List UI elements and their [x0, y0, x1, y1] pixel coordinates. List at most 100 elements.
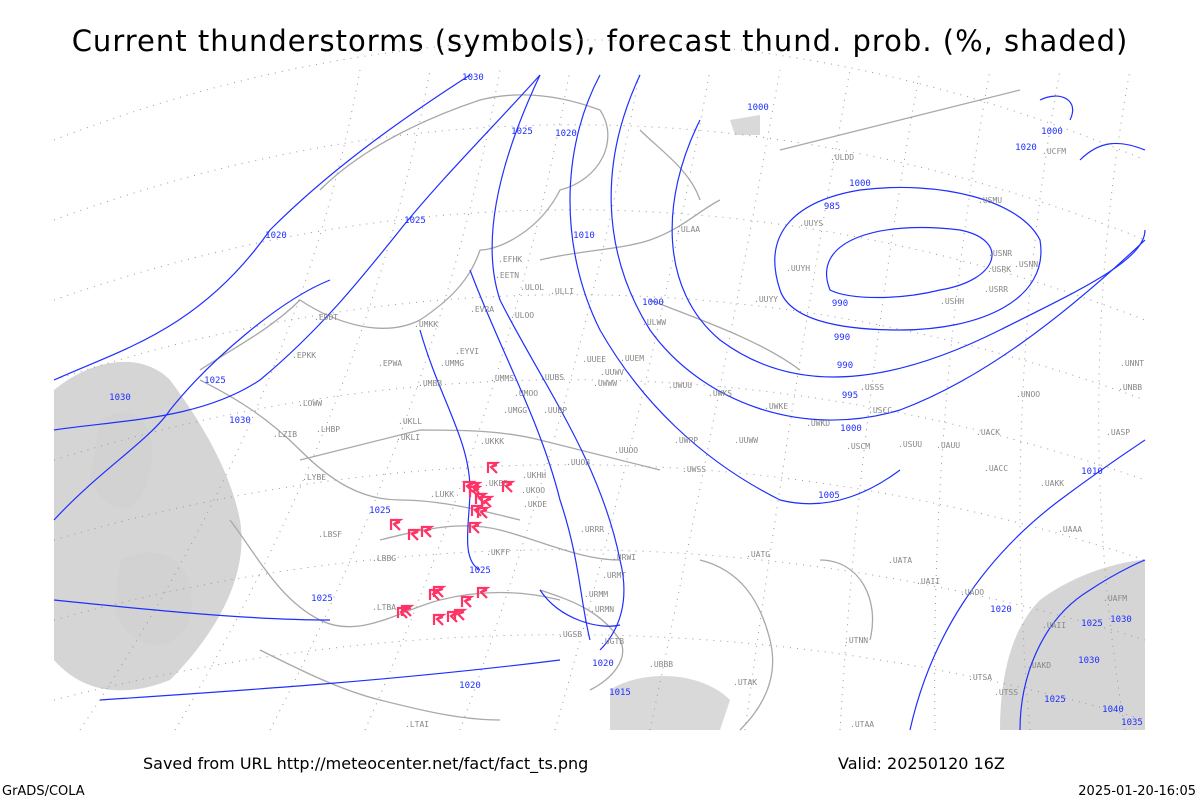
station-label: .USCM	[846, 442, 870, 451]
thunderstorm-symbol-icon	[453, 608, 468, 621]
station-label: .URRR	[580, 525, 604, 534]
station-label: .UKKK	[480, 437, 504, 446]
thunderstorm-symbol-icon	[432, 613, 447, 626]
thunderstorm-symbol-icon	[396, 606, 411, 619]
station-label: .LZIB	[273, 430, 297, 439]
isobar-label: 1025	[469, 566, 491, 576]
station-label: .UMBB	[418, 379, 442, 388]
isobar-label: 1030	[1110, 615, 1132, 625]
station-label: .URWI	[612, 553, 636, 562]
coastline-path	[819, 559, 874, 641]
station-label: .ULLI	[550, 287, 574, 296]
isobar-label: 1000	[840, 424, 862, 434]
coastline-path	[259, 649, 501, 721]
map-title: Current thunderstorms (symbols), forecas…	[71, 24, 1129, 58]
station-label: .LBSF	[318, 530, 342, 539]
station-label: .UACC	[984, 464, 1008, 473]
station-label: .UKLI	[396, 433, 420, 442]
station-label: .USSS	[860, 383, 884, 392]
thunderstorm-symbol-icon	[460, 595, 475, 608]
station-label: .EETN	[495, 271, 519, 280]
parallel-line	[53, 124, 1146, 241]
station-label: .UATG	[746, 550, 770, 559]
thunderstorm-symbol-icon	[420, 525, 435, 538]
station-label: .UWSS	[682, 465, 706, 474]
station-label: .UUEM	[620, 354, 644, 363]
isobar-label: 1025	[204, 376, 226, 386]
isobar-label: 1005	[818, 491, 840, 501]
lat-lon-grid	[53, 39, 1146, 731]
station-label: .EVRA	[470, 305, 494, 314]
station-label: .UKLL	[398, 417, 422, 426]
station-label: .LBBG	[372, 554, 396, 563]
station-label: .UUOB	[566, 458, 590, 467]
isobar-label: 1025	[1081, 619, 1103, 629]
station-label: .UNOO	[1016, 390, 1040, 399]
isobar-line	[569, 74, 901, 505]
thunderstorm-symbol-icon	[476, 506, 491, 519]
isobar-label: 990	[832, 299, 848, 309]
station-label: .UAFM	[1103, 594, 1127, 603]
station-label: .USRK	[987, 265, 1011, 274]
thunderstorm-symbol-icon	[407, 528, 422, 541]
isobar-line	[671, 119, 1146, 378]
isobar-label: 1020	[459, 681, 481, 691]
coastline-path	[199, 379, 521, 521]
station-label: .UMMS	[490, 374, 514, 383]
station-label: .UKBB	[484, 479, 508, 488]
isobar-label: 1020	[265, 231, 287, 241]
meridian-line	[649, 69, 781, 731]
isobar-line	[826, 227, 993, 299]
station-label: .UAOO	[960, 588, 984, 597]
coastline-path	[639, 129, 701, 201]
isobar-label: 1035	[1121, 718, 1143, 728]
station-label: .UBBB	[649, 660, 673, 669]
station-label: .UTNN	[844, 636, 868, 645]
isobar-line	[53, 74, 541, 431]
isobar-label: 1030	[462, 73, 484, 83]
isobar-label: 1030	[1078, 656, 1100, 666]
isobar-label: 1030	[229, 416, 251, 426]
coastline-path	[699, 559, 774, 731]
parallel-line	[53, 379, 1146, 481]
station-label: .UNNT	[1120, 359, 1144, 368]
thunderstorm-symbol-icon	[389, 518, 404, 531]
isobar-label: 1010	[1081, 467, 1103, 477]
isobar-line	[1039, 95, 1074, 121]
thunderstorm-symbol-icon	[476, 586, 491, 599]
station-label: .URMN	[590, 605, 614, 614]
map-frame	[54, 70, 1145, 730]
station-label: .UAKK	[1040, 479, 1064, 488]
isobar-line	[1019, 559, 1146, 731]
station-label: .UKHH	[522, 471, 546, 480]
isobar-label: 1000	[747, 103, 769, 113]
isobar-label: 1040	[1102, 705, 1124, 715]
station-label: .USNR	[988, 249, 1012, 258]
station-label: .LYBE	[302, 473, 326, 482]
isobar-label: 1025	[1044, 695, 1066, 705]
probability-shade-area	[610, 676, 730, 730]
coastline-path	[779, 89, 1021, 151]
station-label: .UUBP	[543, 406, 567, 415]
station-label: .UUYY	[754, 295, 778, 304]
station-label: .UMKK	[414, 320, 438, 329]
station-label: .UWWW	[593, 379, 617, 388]
station-label: .URMT	[602, 571, 626, 580]
station-label: .LOWW	[298, 399, 322, 408]
station-label: .UUOO	[614, 446, 638, 455]
station-label: .LHBP	[316, 425, 340, 434]
isobar-line	[610, 74, 1146, 421]
coastline-path	[299, 429, 661, 471]
isobar-label: 1025	[369, 506, 391, 516]
coastline-path	[199, 249, 481, 371]
station-label: .LTBA	[372, 603, 396, 612]
station-label: .UGSB	[558, 630, 582, 639]
coastline-path	[649, 299, 801, 371]
station-label: .URMM	[584, 590, 608, 599]
valid-time-text: Valid: 20250120 16Z	[838, 754, 1005, 773]
station-label: .ULOO	[510, 311, 534, 320]
station-label: .EDDT	[314, 313, 338, 322]
isobar-label: 995	[842, 391, 858, 401]
station-label: .USNN	[1014, 260, 1038, 269]
